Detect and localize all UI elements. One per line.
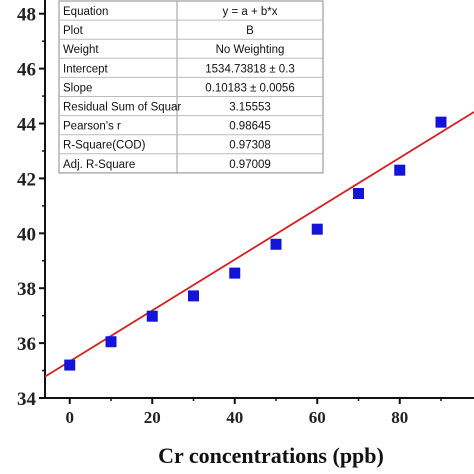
plot-area xyxy=(44,0,474,399)
data-point xyxy=(435,116,447,128)
x-axis-label: Cr concentrations (ppb) xyxy=(158,443,384,468)
data-point xyxy=(188,290,199,302)
data-point xyxy=(64,359,76,371)
x-tick-label: 60 xyxy=(309,408,326,427)
y-tick-label: 36 xyxy=(17,334,36,355)
table-key: Intercept xyxy=(63,63,109,75)
data-point xyxy=(394,164,406,176)
table-key: Residual Sum of Squar xyxy=(63,102,181,114)
x-tick-label: 0 xyxy=(66,408,75,427)
data-point xyxy=(146,310,158,322)
x-axis: 0 20 40 60 80 xyxy=(66,398,442,427)
stats-table: Equation y = a + b*x Plot B Weight No Weighti… xyxy=(58,0,324,174)
table-value: 3.15553 xyxy=(229,102,271,114)
data-point xyxy=(353,188,364,200)
table-value: 1534.73818 ± 0.3 xyxy=(205,63,294,75)
data-point xyxy=(229,267,241,279)
table-value: 0.10183 ± 0.0056 xyxy=(205,82,294,94)
y-tick-label: 46 xyxy=(17,60,36,81)
table-border xyxy=(58,0,324,174)
y-tick-label: 34 xyxy=(17,389,37,410)
y-axis: 34 36 38 40 42 44 46 48 xyxy=(17,5,45,410)
table-key: Weight xyxy=(63,44,99,56)
table-key: Plot xyxy=(63,25,84,37)
fit-line xyxy=(44,111,474,378)
table-value: B xyxy=(246,25,254,37)
data-point xyxy=(105,336,117,348)
table-value: 0.97009 xyxy=(229,159,271,171)
table-value: 0.97308 xyxy=(229,140,271,152)
table-value: y = a + b*x xyxy=(223,6,278,18)
table-key: R-Square(COD) xyxy=(63,140,146,152)
table-key: Slope xyxy=(63,82,92,94)
x-tick-label: 20 xyxy=(144,408,161,427)
table-key: Equation xyxy=(63,6,108,18)
data-point xyxy=(270,238,282,250)
data-point xyxy=(311,223,323,235)
y-tick-label: 48 xyxy=(17,5,36,26)
x-tick-label: 80 xyxy=(391,408,408,427)
y-tick-label: 40 xyxy=(17,224,36,245)
table-value: No Weighting xyxy=(216,44,285,56)
y-tick-label: 42 xyxy=(17,169,36,190)
table-value: 0.98645 xyxy=(229,121,271,133)
table-key: Adj. R-Square xyxy=(63,159,135,171)
table-key: Pearson's r xyxy=(63,121,121,133)
y-tick-label: 44 xyxy=(17,115,37,136)
data-points xyxy=(64,116,447,371)
x-tick-label: 40 xyxy=(226,408,243,427)
fit-line-group xyxy=(44,111,474,378)
y-tick-label: 38 xyxy=(17,279,36,300)
